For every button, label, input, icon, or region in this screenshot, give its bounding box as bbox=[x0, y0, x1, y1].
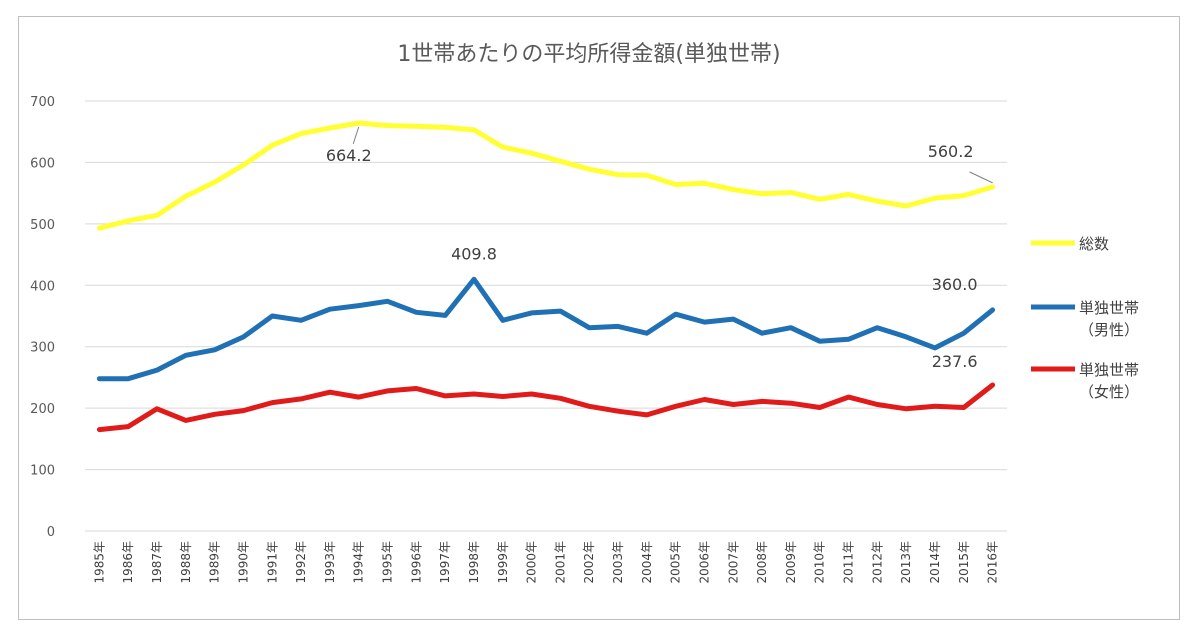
x-tick-label: 2013年 bbox=[899, 541, 913, 584]
line-chart: 1世帯あたりの平均所得金額(単独世帯) 0 100 200 300 400 500 600 7… bbox=[30, 42, 1139, 584]
x-tick-label: 1997年 bbox=[438, 541, 452, 584]
legend-label: （男性） bbox=[1079, 321, 1139, 339]
y-tick-label: 700 bbox=[30, 95, 55, 110]
x-tick-label: 1998年 bbox=[467, 541, 481, 584]
data-label: 360.0 bbox=[932, 275, 978, 294]
x-tick-label: 2008年 bbox=[755, 541, 769, 584]
series-line-0 bbox=[96, 120, 996, 231]
x-tick-label: 1996年 bbox=[409, 541, 423, 584]
x-tick-label: 2001年 bbox=[553, 541, 567, 584]
x-tick-label: 2011年 bbox=[842, 541, 856, 584]
y-tick-label: 300 bbox=[30, 341, 55, 356]
x-tick-label: 1994年 bbox=[352, 541, 366, 584]
x-tick-label: 1988年 bbox=[179, 541, 193, 584]
x-tick-label: 2014年 bbox=[928, 541, 942, 584]
x-tick-label: 1991年 bbox=[265, 541, 279, 584]
x-tick-label: 2003年 bbox=[611, 541, 625, 584]
x-tick-label: 2016年 bbox=[986, 541, 1000, 584]
legend-label: 単独世帯 bbox=[1079, 361, 1139, 379]
series-line-2 bbox=[96, 382, 996, 433]
legend-label: （女性） bbox=[1079, 383, 1139, 401]
x-tick-label: 2004年 bbox=[640, 541, 654, 584]
legend-label: 総数 bbox=[1079, 235, 1109, 253]
x-tick-label: 1985年 bbox=[92, 541, 106, 584]
annotation-leader bbox=[352, 126, 360, 145]
chart-frame: 1世帯あたりの平均所得金額(単独世帯) 0 100 200 300 400 500 600 7… bbox=[18, 16, 1180, 620]
y-tick-label: 500 bbox=[30, 218, 55, 233]
x-tick-label: 2009年 bbox=[784, 541, 798, 584]
x-tick-label: 1995年 bbox=[381, 541, 395, 584]
x-tick-label: 1992年 bbox=[294, 541, 308, 584]
x-tick-label: 1990年 bbox=[236, 541, 250, 584]
y-tick-label: 0 bbox=[47, 525, 55, 540]
y-tick-label: 600 bbox=[30, 156, 55, 171]
x-tick-label: 2007年 bbox=[726, 541, 740, 584]
x-tick-label: 2005年 bbox=[669, 541, 683, 584]
data-annotations: 664.2 560.2 409.8 360.0 237.6 bbox=[326, 126, 993, 371]
y-tick-label: 400 bbox=[30, 279, 55, 294]
x-tick-label: 1987年 bbox=[150, 541, 164, 584]
x-tick-label: 2006年 bbox=[697, 541, 711, 584]
data-label: 560.2 bbox=[928, 142, 974, 161]
chart-title: 1世帯あたりの平均所得金額(単独世帯) bbox=[397, 42, 780, 67]
x-tick-label: 2000年 bbox=[525, 541, 539, 584]
x-tick-label: 2012年 bbox=[870, 541, 884, 584]
grid-lines bbox=[85, 100, 1007, 532]
x-tick-label: 1993年 bbox=[323, 541, 337, 584]
data-label: 237.6 bbox=[932, 352, 978, 371]
x-tick-label: 2002年 bbox=[582, 541, 596, 584]
x-tick-label: 2015年 bbox=[957, 541, 971, 584]
y-axis: 0 100 200 300 400 500 600 700 bbox=[30, 95, 55, 540]
annotation-leader bbox=[969, 171, 993, 184]
x-tick-label: 1986年 bbox=[121, 541, 135, 584]
y-tick-label: 100 bbox=[30, 464, 55, 479]
y-tick-label: 200 bbox=[30, 402, 55, 417]
x-tick-label: 1999年 bbox=[496, 541, 510, 584]
series-line-1 bbox=[96, 276, 996, 382]
data-label: 409.8 bbox=[451, 244, 497, 263]
series-lines bbox=[96, 120, 996, 433]
x-tick-label: 1989年 bbox=[208, 541, 222, 584]
x-axis: 1985年 1986年 1987年 1988年 1989年 1990年 1991年 1992年… bbox=[92, 541, 999, 584]
x-tick-label: 2010年 bbox=[813, 541, 827, 584]
data-label: 664.2 bbox=[326, 146, 372, 165]
legend-label: 単独世帯 bbox=[1079, 299, 1139, 317]
